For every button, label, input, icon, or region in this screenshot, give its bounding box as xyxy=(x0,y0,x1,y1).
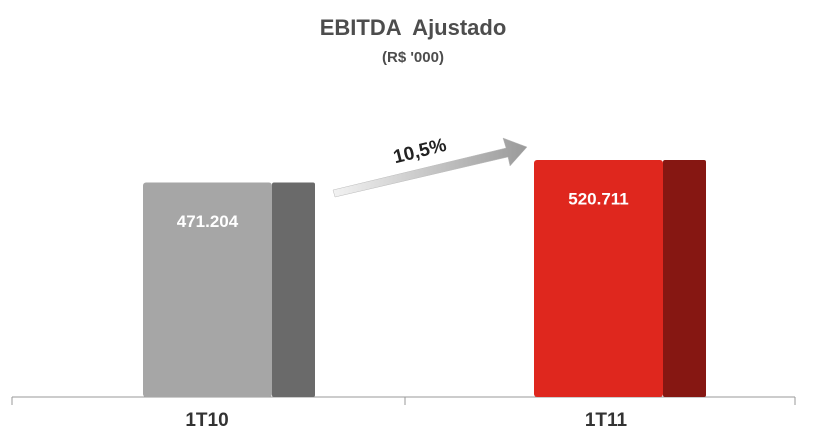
bar-side xyxy=(663,160,706,397)
value-label: 520.711 xyxy=(568,189,629,208)
growth-arrow xyxy=(332,137,528,198)
axis xyxy=(11,396,796,405)
bar xyxy=(534,160,663,397)
value-label: 471.204 xyxy=(177,212,239,231)
annotation: 10,5% xyxy=(391,135,448,168)
x-tick-label: 1T10 xyxy=(185,410,228,431)
chart-title: EBITDA Ajustado xyxy=(320,15,507,40)
bar xyxy=(143,182,272,397)
chart-subtitle: (R$ '000) xyxy=(382,49,444,66)
bar-side xyxy=(272,182,315,397)
arrow xyxy=(332,137,528,198)
x-tick-label: 1T11 xyxy=(585,410,628,431)
